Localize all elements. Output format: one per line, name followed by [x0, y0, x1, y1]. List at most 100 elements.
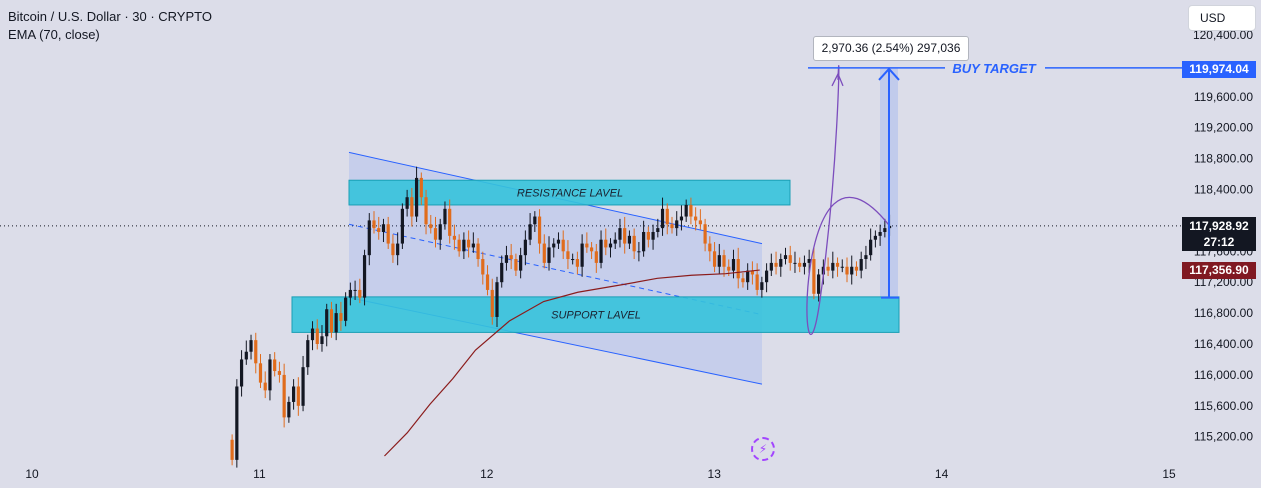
candle-body: [698, 220, 702, 225]
candle: [556, 232, 561, 249]
candle: [783, 247, 788, 265]
candle: [485, 265, 490, 296]
candle: [760, 276, 764, 298]
candle: [235, 379, 239, 468]
last-price-tag: 117,928.92 27:12: [1182, 217, 1256, 251]
candle: [443, 201, 447, 230]
candle-body: [268, 359, 272, 391]
candle-body: [495, 282, 499, 317]
candle-body: [869, 239, 873, 256]
candle: [802, 255, 807, 275]
y-tick-label: 116,000.00: [1194, 368, 1253, 382]
candle: [268, 354, 272, 401]
drawing-layer: RESISTANCE LAVEL SUPPORT LAVEL: [0, 67, 1182, 385]
candle-body: [589, 247, 594, 252]
candle: [571, 253, 575, 265]
candle: [282, 363, 286, 428]
y-tick-label: 116,800.00: [1194, 306, 1253, 320]
candle-body: [642, 231, 646, 252]
candle-body: [788, 255, 792, 263]
candle: [561, 230, 565, 260]
candle-body: [826, 266, 830, 271]
y-tick-label: 119,200.00: [1194, 121, 1253, 135]
candle: [646, 226, 650, 248]
candle-body: [556, 239, 561, 244]
candle-body: [230, 439, 234, 460]
candle: [410, 187, 414, 227]
candle-body: [547, 247, 551, 263]
lightning-icon[interactable]: ⚡: [751, 437, 775, 461]
resistance-label: RESISTANCE LAVEL: [517, 188, 623, 200]
candle-body: [599, 239, 603, 263]
candle: [850, 255, 854, 285]
candle: [878, 224, 882, 246]
candle: [396, 232, 400, 266]
candle: [429, 214, 433, 234]
candle-body: [372, 220, 376, 229]
candle: [377, 216, 381, 240]
candle: [457, 234, 461, 257]
candle: [826, 257, 830, 277]
candle: [547, 236, 551, 271]
candle-body: [334, 313, 338, 333]
candle-body: [467, 239, 471, 248]
candle: [467, 230, 471, 258]
candle: [287, 396, 291, 423]
candle: [391, 234, 395, 263]
candle-body: [774, 262, 778, 267]
support-label: SUPPORT LAVEL: [551, 310, 641, 322]
candle: [817, 269, 821, 302]
candle-body: [708, 243, 712, 252]
candle-body: [627, 235, 632, 244]
candle: [372, 211, 376, 234]
candle: [500, 255, 504, 288]
symbol-title[interactable]: Bitcoin / U.S. Dollar · 30 · CRYPTO: [8, 9, 212, 24]
indicator-label[interactable]: EMA (70, close): [8, 27, 100, 42]
candle: [608, 238, 613, 258]
currency-button[interactable]: USD: [1188, 5, 1256, 31]
target-arrowhead: [878, 67, 900, 81]
candle-body: [414, 177, 419, 217]
candle-body: [670, 224, 674, 229]
candle-body: [873, 235, 877, 240]
candle: [277, 361, 282, 383]
candle-body: [831, 262, 835, 271]
overlay-layer: BUY TARGET: [384, 61, 1182, 457]
candle-body: [339, 313, 343, 321]
candle-body: [277, 371, 282, 375]
candle-body: [703, 224, 707, 244]
candle: [675, 211, 679, 236]
candle-body: [755, 274, 759, 290]
candle: [741, 272, 745, 288]
candle-body: [769, 262, 773, 271]
candle: [812, 247, 816, 300]
candle-body: [793, 262, 797, 264]
candle: [523, 230, 527, 266]
candle-body: [566, 251, 570, 260]
candle: [698, 209, 702, 230]
candle-body: [504, 255, 509, 263]
candle: [292, 379, 296, 410]
price-axis: 120,400.00 119,600.00 119,200.00 118,800.00…: [1193, 28, 1253, 444]
candle-body: [675, 220, 679, 229]
candle: [613, 232, 617, 249]
candle-body: [481, 259, 485, 275]
candle: [859, 251, 863, 279]
candle-body: [817, 274, 821, 294]
candle-body: [854, 266, 859, 271]
candle: [864, 245, 868, 270]
candle: [244, 340, 248, 365]
candle-body: [760, 282, 764, 290]
candle: [623, 216, 627, 254]
candle: [580, 234, 584, 277]
candle: [334, 303, 338, 341]
candle-body: [689, 204, 693, 217]
candle-body: [623, 228, 627, 244]
candle-body: [533, 216, 537, 225]
support-zone: [291, 296, 900, 333]
candle: [883, 218, 887, 238]
candle-body: [604, 239, 608, 248]
last-price-value: 117,928.92: [1189, 219, 1249, 233]
candle-body: [835, 262, 840, 267]
